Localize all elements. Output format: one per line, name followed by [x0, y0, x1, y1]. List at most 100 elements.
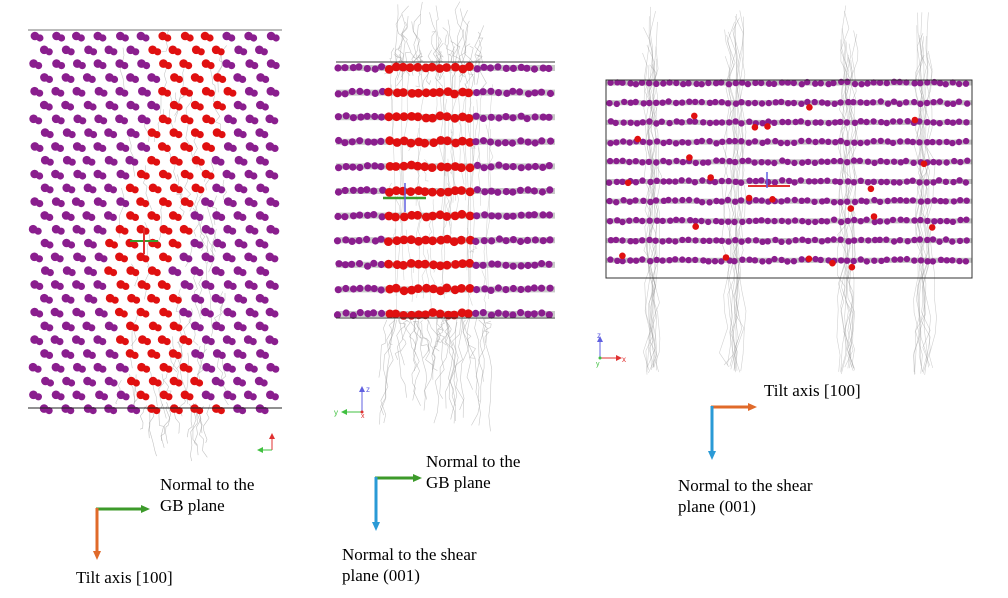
- gb-atom: [132, 379, 140, 387]
- bulk-atom: [698, 199, 706, 206]
- bulk-atom: [516, 88, 524, 96]
- bulk-atom: [355, 63, 363, 71]
- bulk-atom: [531, 261, 539, 269]
- bulk-atom: [936, 139, 943, 146]
- gb-atom: [686, 154, 693, 161]
- bulk-atom: [897, 138, 904, 145]
- bulk-atom: [143, 89, 151, 97]
- gb-atom: [399, 136, 409, 146]
- trajectory-trail: [399, 319, 411, 366]
- bulk-atom: [371, 162, 379, 170]
- bulk-atom: [863, 198, 870, 205]
- bulk-atom: [56, 172, 64, 180]
- bulk-atom: [923, 99, 931, 107]
- gb-atom: [435, 111, 445, 121]
- trajectory-trail: [445, 321, 456, 422]
- bulk-atom: [217, 269, 225, 277]
- bulk-atom: [732, 178, 739, 185]
- bulk-atom: [357, 113, 365, 121]
- bulk-atom: [78, 365, 86, 373]
- bulk-atom: [502, 163, 510, 171]
- bulk-atom: [745, 100, 752, 107]
- gb-atom: [385, 136, 395, 146]
- bulk-atom: [805, 218, 812, 226]
- trajectory-trail: [837, 5, 848, 373]
- gb-atom: [848, 263, 856, 271]
- trajectory-trail: [915, 12, 925, 366]
- bulk-atom: [725, 238, 732, 245]
- bulk-atom: [272, 365, 280, 373]
- bulk-atom: [121, 89, 129, 97]
- bulk-atom: [271, 338, 279, 346]
- bulk-atom: [627, 119, 634, 126]
- bulk-atom: [678, 119, 685, 126]
- bulk-atom: [830, 216, 838, 223]
- bulk-atom: [843, 119, 851, 126]
- bulk-atom: [798, 256, 805, 263]
- bulk-atom: [791, 179, 798, 186]
- trajectory-trail: [189, 403, 199, 456]
- bulk-atom: [488, 260, 496, 268]
- bulk-atom: [57, 89, 65, 97]
- bulk-atom: [36, 172, 44, 180]
- bulk-atom: [229, 393, 237, 401]
- bulk-atom: [271, 255, 279, 263]
- bulk-atom: [67, 379, 76, 387]
- bulk-atom: [679, 256, 686, 263]
- gb-atom: [465, 284, 475, 293]
- bulk-atom: [111, 103, 119, 111]
- bulk-atom: [122, 393, 130, 401]
- bulk-atom: [759, 258, 766, 265]
- bulk-atom: [963, 237, 970, 244]
- bulk-atom: [538, 260, 546, 268]
- gb-atom: [121, 227, 129, 235]
- bulk-atom: [837, 236, 844, 243]
- bulk-atom: [613, 178, 620, 186]
- bulk-atom: [349, 212, 358, 220]
- label-line: plane (001): [342, 566, 420, 585]
- bulk-atom: [110, 324, 118, 332]
- gb-atom: [442, 260, 452, 270]
- bulk-atom: [897, 159, 904, 166]
- gb-atom: [143, 338, 151, 346]
- bulk-atom: [364, 138, 372, 146]
- bulk-atom: [109, 407, 118, 415]
- bulk-atom: [77, 338, 85, 346]
- bulk-atom: [746, 217, 753, 225]
- bulk-atom: [56, 255, 64, 263]
- bulk-atom: [764, 217, 771, 225]
- bulk-atom: [639, 256, 646, 263]
- bulk-atom: [851, 139, 858, 146]
- bulk-atom: [890, 98, 898, 105]
- bulk-atom: [896, 100, 903, 108]
- gb-atom: [207, 144, 215, 152]
- bulk-atom: [699, 159, 707, 166]
- bulk-atom: [186, 282, 194, 290]
- bulk-atom: [851, 216, 858, 224]
- bulk-atom: [731, 158, 739, 166]
- bulk-atom: [217, 158, 225, 166]
- trajectory-trail: [378, 319, 388, 378]
- bulk-atom: [772, 236, 779, 244]
- panel2-atoms: [333, 62, 555, 320]
- bulk-atom: [771, 217, 778, 225]
- bulk-atom: [903, 178, 911, 185]
- gb-atom: [451, 138, 461, 148]
- bulk-atom: [698, 81, 705, 88]
- gb-atom: [218, 103, 226, 111]
- bulk-atom: [638, 79, 646, 86]
- gb-atom: [451, 62, 460, 72]
- gb-atom: [465, 163, 475, 173]
- bulk-atom: [251, 144, 259, 152]
- bulk-atom: [207, 255, 215, 263]
- bulk-atom: [811, 98, 818, 106]
- bulk-atom: [99, 282, 107, 290]
- bulk-atom: [334, 113, 342, 121]
- bulk-atom: [494, 188, 502, 196]
- bulk-atom: [726, 137, 733, 145]
- bulk-atom: [646, 139, 653, 146]
- trajectory-trail: [129, 324, 134, 369]
- trajectory-trail: [459, 313, 471, 411]
- bulk-atom: [850, 99, 857, 106]
- bulk-atom: [876, 236, 883, 243]
